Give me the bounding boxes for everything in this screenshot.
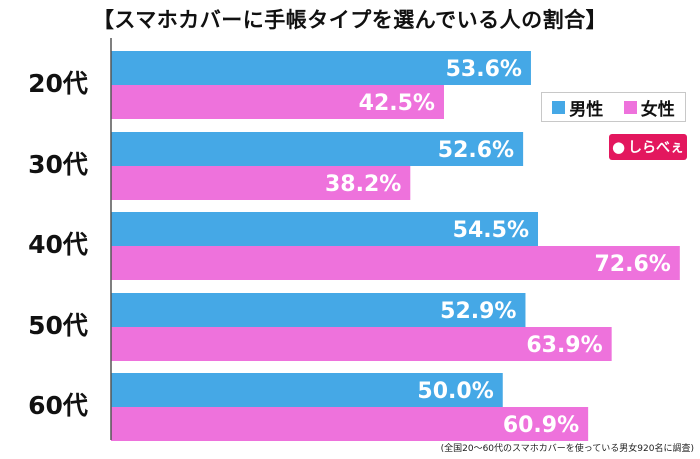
data-label: 50.0% (417, 379, 493, 404)
legend-item-female: 女性 (623, 95, 675, 120)
bar (111, 246, 680, 280)
bar (111, 293, 526, 327)
data-label: 52.6% (438, 138, 514, 163)
data-label: 72.6% (594, 252, 670, 277)
bar (111, 166, 411, 200)
bar (111, 132, 524, 166)
category-label: 60代 (28, 391, 88, 420)
chart-title: 【スマホカバーに手帳タイプを選んでいる人の割合】 (92, 8, 608, 32)
legend: 男性 女性 (541, 92, 686, 122)
category-label: 50代 (28, 311, 88, 340)
bar (111, 327, 612, 361)
bar (111, 373, 503, 407)
brand-logo: ● しらべぇ (609, 134, 687, 160)
bar (111, 407, 589, 441)
legend-swatch-male (552, 100, 566, 114)
data-label: 53.6% (446, 57, 522, 82)
legend-item-male: 男性 (552, 95, 603, 120)
category-label: 30代 (28, 150, 88, 179)
data-label: 42.5% (359, 91, 435, 116)
logo-text: しらべぇ (628, 140, 685, 156)
data-label: 60.9% (503, 413, 579, 438)
legend-label-male: 男性 (569, 99, 604, 120)
balloon-mark-icon: ● (611, 138, 626, 156)
footnote: (全国20～60代のスマホカバーを使っている男女920名に調査) (440, 444, 694, 454)
legend-swatch-female (623, 100, 637, 114)
data-label: 54.5% (453, 218, 529, 243)
category-label: 20代 (28, 69, 88, 98)
bar (111, 85, 444, 119)
data-label: 52.9% (440, 299, 516, 324)
data-label: 63.9% (526, 333, 602, 358)
data-label: 38.2% (325, 172, 401, 197)
bar (111, 51, 531, 85)
category-label: 40代 (28, 230, 88, 259)
bar (111, 212, 539, 246)
legend-label-female: 女性 (640, 99, 675, 120)
